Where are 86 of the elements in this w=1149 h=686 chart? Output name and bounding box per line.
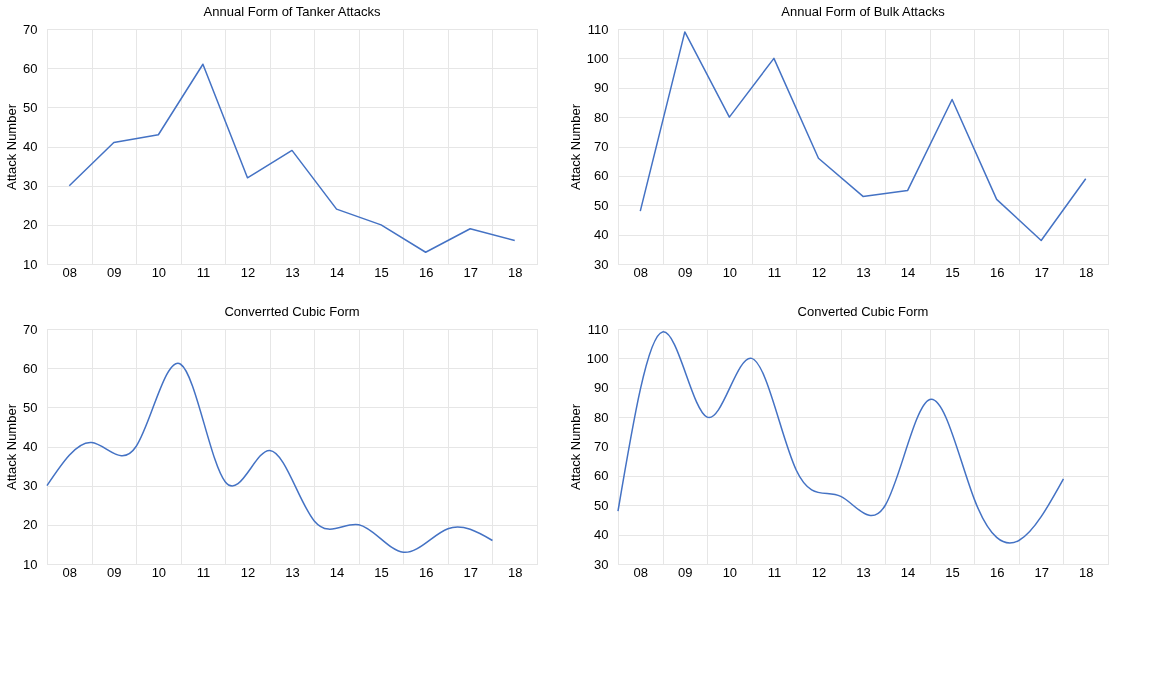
x-tick-label: 17 xyxy=(463,564,478,580)
x-tick-label: 17 xyxy=(1034,564,1049,580)
x-tick-label: 17 xyxy=(1034,264,1049,280)
x-tick-label: 16 xyxy=(989,264,1005,280)
y-axis-title: Attack Number xyxy=(567,103,583,190)
y-tick-label: 110 xyxy=(587,321,609,337)
x-tick-label: 09 xyxy=(678,564,693,580)
y-tick-label: 100 xyxy=(586,350,609,366)
y-tick-label: 60 xyxy=(594,468,609,484)
y-tick-label: 80 xyxy=(594,409,609,425)
x-tick-label: 11 xyxy=(767,264,782,280)
x-tick-label: 13 xyxy=(285,564,300,580)
y-tick-label: 70 xyxy=(23,321,38,337)
y-tick-label: 30 xyxy=(594,556,609,572)
x-tick-label: 11 xyxy=(196,564,211,580)
y-tick-label: 30 xyxy=(23,478,38,494)
chart-title: Annual Form of Bulk Attacks xyxy=(781,4,946,19)
x-tick-label: 10 xyxy=(722,264,738,280)
line-series xyxy=(617,331,1065,543)
y-tick-label: 30 xyxy=(23,178,38,194)
x-tick-label: 18 xyxy=(1078,264,1094,280)
line-series xyxy=(46,362,494,553)
x-tick-label: 09 xyxy=(678,264,693,280)
y-tick-label: 60 xyxy=(23,60,38,76)
y-tick-label: 70 xyxy=(23,21,38,37)
x-tick-label: 08 xyxy=(62,564,78,580)
x-tick-label: 18 xyxy=(1078,564,1094,580)
x-tick-label: 15 xyxy=(374,264,389,280)
x-tick-label: 12 xyxy=(811,264,827,280)
x-tick-label: 12 xyxy=(240,264,256,280)
y-axis-title: Attack Number xyxy=(4,403,20,490)
x-tick-label: 08 xyxy=(62,264,78,280)
y-tick-label: 40 xyxy=(594,227,609,243)
y-tick-label: 70 xyxy=(594,439,609,454)
y-tick-label: 60 xyxy=(23,360,38,376)
x-tick-label: 17 xyxy=(463,264,478,280)
y-tick-label: 80 xyxy=(594,109,609,125)
y-tick-label: 90 xyxy=(594,80,609,96)
x-tick-label: 14 xyxy=(900,264,916,280)
chart-title: Converted Cubic Form xyxy=(797,304,929,319)
x-tick-label: 14 xyxy=(329,564,345,580)
y-tick-label: 50 xyxy=(594,497,609,513)
line-series xyxy=(639,31,1087,242)
x-tick-label: 16 xyxy=(418,264,434,280)
x-tick-label: 12 xyxy=(811,564,827,580)
x-tick-label: 08 xyxy=(633,564,649,580)
x-tick-label: 15 xyxy=(374,564,389,580)
x-tick-label: 15 xyxy=(945,264,960,280)
y-axis-title: Attack Number xyxy=(567,403,583,490)
x-tick-label: 08 xyxy=(633,264,649,280)
x-tick-label: 09 xyxy=(107,564,122,580)
x-tick-label: 13 xyxy=(856,264,871,280)
y-tick-label: 60 xyxy=(594,168,609,184)
x-tick-label: 10 xyxy=(722,564,738,580)
x-tick-label: 09 xyxy=(107,264,122,280)
x-tick-label: 14 xyxy=(329,264,345,280)
y-tick-label: 90 xyxy=(594,380,609,396)
y-tick-label: 40 xyxy=(23,139,38,154)
x-tick-label: 16 xyxy=(418,564,434,580)
x-tick-label: 16 xyxy=(989,564,1005,580)
x-tick-label: 14 xyxy=(900,564,916,580)
y-tick-label: 50 xyxy=(23,99,38,115)
x-tick-label: 10 xyxy=(151,264,167,280)
x-tick-label: 11 xyxy=(767,564,782,580)
x-tick-label: 15 xyxy=(945,564,960,580)
y-tick-label: 110 xyxy=(587,21,609,37)
chart-title: Annual Form of Tanker Attacks xyxy=(203,4,381,19)
y-tick-label: 50 xyxy=(594,197,609,213)
x-tick-label: 18 xyxy=(507,264,523,280)
y-tick-label: 40 xyxy=(23,439,38,454)
y-tick-label: 30 xyxy=(594,256,609,272)
chart-title: Converrted Cubic Form xyxy=(224,304,360,319)
y-axis-title: Attack Number xyxy=(4,103,20,190)
y-tick-label: 20 xyxy=(23,217,38,233)
y-tick-label: 50 xyxy=(23,399,38,415)
x-tick-label: 10 xyxy=(151,564,167,580)
x-tick-label: 11 xyxy=(196,264,211,280)
x-tick-label: 12 xyxy=(240,564,256,580)
y-tick-label: 100 xyxy=(586,50,609,66)
y-tick-label: 70 xyxy=(594,139,609,154)
x-tick-label: 18 xyxy=(507,564,523,580)
y-tick-label: 40 xyxy=(594,527,609,543)
x-tick-label: 13 xyxy=(285,264,300,280)
line-series xyxy=(68,63,516,253)
x-tick-label: 13 xyxy=(856,564,871,580)
y-tick-label: 20 xyxy=(23,517,38,533)
